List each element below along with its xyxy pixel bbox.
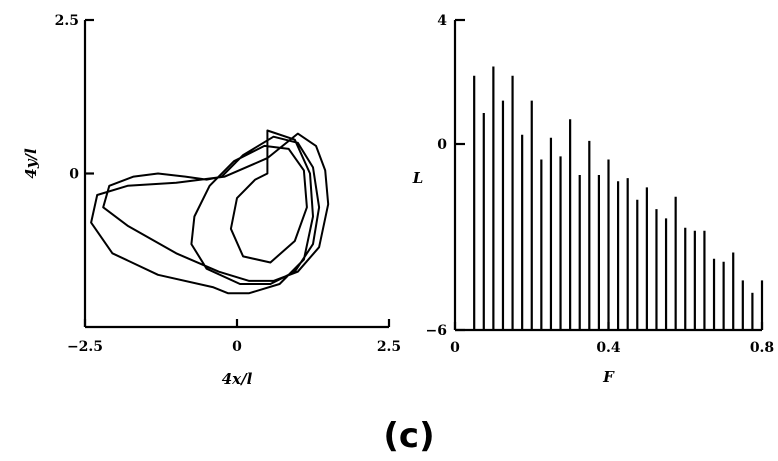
right-y-tick-label: 4 <box>437 13 447 29</box>
right-x-axis-label: F <box>602 368 615 386</box>
right-y-tick-label: 0 <box>437 137 447 153</box>
trajectory-curve <box>90 129 330 295</box>
spectrum-bars <box>473 66 764 330</box>
left-x-tick-label: 2.5 <box>377 339 401 355</box>
left-x-ticks: −2.5 0 2.5 <box>67 319 401 355</box>
right-x-ticks: 0 0.4 0.8 <box>450 322 774 356</box>
right-y-tick-label: −6 <box>426 323 447 339</box>
left-y-ticks: 2.50 <box>55 13 94 183</box>
left-x-axis-label: 4x/l <box>222 370 253 388</box>
phase-portrait-panel: −2.5 0 2.5 2.50 4x/l 4y/l <box>22 13 401 388</box>
right-x-tick-label: 0.4 <box>596 340 621 356</box>
right-x-tick-label: 0.8 <box>750 340 774 356</box>
right-y-axis-label: L <box>412 169 424 187</box>
right-x-tick-label: 0 <box>450 340 460 356</box>
left-y-tick-label: 0 <box>69 167 79 183</box>
left-x-tick-label: 0 <box>232 339 242 355</box>
left-y-axis-label: 4y/l <box>22 148 40 179</box>
panel-label: (c) <box>383 416 434 456</box>
left-y-tick-label: 2.5 <box>55 13 79 29</box>
spectrum-panel: 0 0.4 0.8 40−6 F L <box>412 13 774 386</box>
right-y-ticks: 4 0 −6 <box>426 13 465 339</box>
left-x-tick-label: −2.5 <box>67 339 103 355</box>
